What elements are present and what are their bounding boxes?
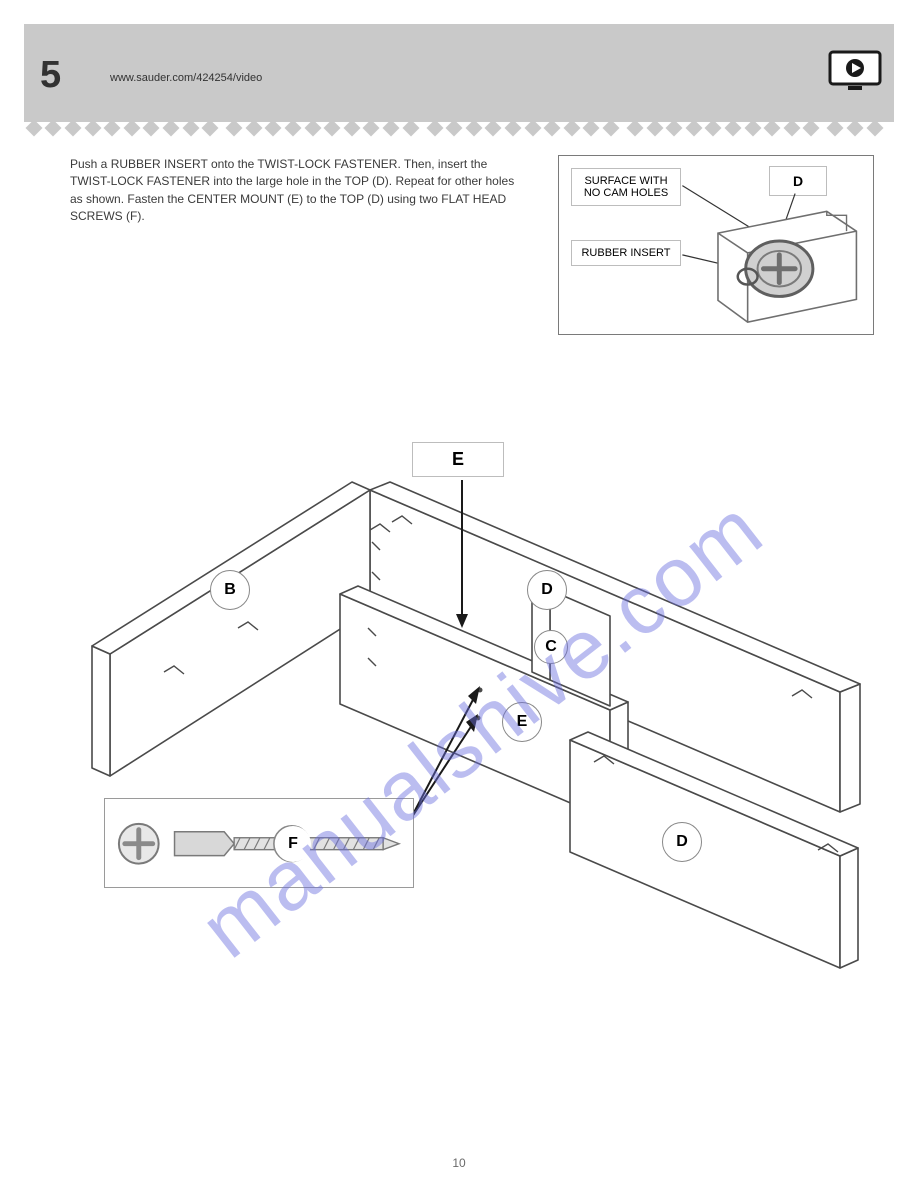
assembly-instruction-page: 5 www.sauder.com/424254/video Push a RUB… [0,0,918,1188]
page-number: 10 [452,1156,465,1170]
cam-lock-inset: SURFACE WITH NO CAM HOLES RUBBER INSERT … [558,155,874,335]
diamond-separator [24,118,894,138]
video-play-icon [828,50,882,92]
instruction-text: Push a RUBBER INSERT onto the TWIST-LOCK… [70,156,530,226]
assembly-diagram [70,460,870,1020]
video-url: www.sauder.com/424254/video [110,72,262,84]
step-number: 5 [40,54,61,97]
panel-letter-d2: D [662,822,702,862]
panel-letter-b: B [210,570,250,610]
panel-letter-e: E [502,702,542,742]
panel-letter-d1: D [527,570,567,610]
screw-label-f: F [275,826,311,862]
panel-letter-c: C [534,630,568,664]
screw-callout-box: F [104,798,414,888]
